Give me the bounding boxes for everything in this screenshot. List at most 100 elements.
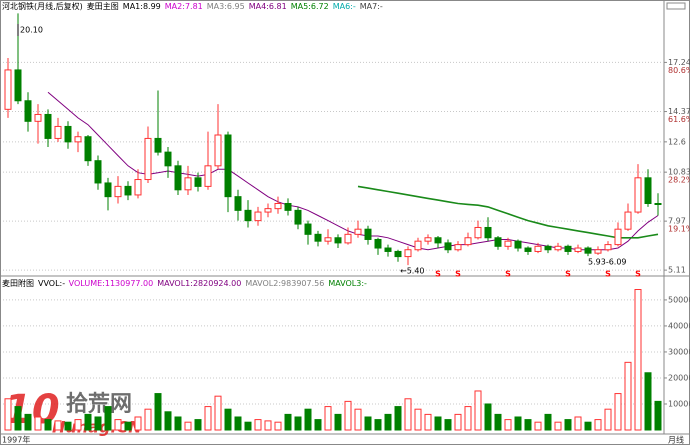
candle-body — [384, 247, 392, 252]
volume-bar — [474, 390, 482, 431]
volume-bar — [504, 419, 512, 431]
volume-bar — [594, 419, 602, 431]
candle-body — [544, 245, 552, 251]
candle-body — [434, 237, 442, 244]
volume-bar — [104, 406, 112, 431]
panel-header: 麦田附图 VVOL:- VOLUME:1130977.00 MAVOL1:282092… — [2, 278, 367, 288]
volume-bar — [84, 413, 92, 431]
candle-body — [264, 208, 272, 213]
candle-body — [534, 245, 542, 252]
y-tick-label: 7.97 — [668, 217, 686, 226]
volume-bar — [444, 419, 452, 431]
candle-body — [444, 242, 452, 251]
volume-bar — [434, 416, 442, 431]
volume-bar — [494, 413, 502, 431]
header-item: VOLUME:1130977.00 — [69, 279, 154, 288]
moving-average — [357, 185, 659, 239]
y-tick-label: 5.11 — [668, 266, 686, 275]
annotation: 20.10 — [20, 26, 43, 35]
candle-body — [584, 247, 592, 254]
candle-body — [654, 203, 662, 206]
candle-body — [14, 69, 22, 102]
header-item: MAVOL2:983907.56 — [245, 279, 324, 288]
candle-body — [174, 165, 182, 191]
volume-bar — [604, 408, 612, 431]
header-item: MA2:7.81 — [165, 2, 203, 11]
candle-body — [74, 136, 82, 143]
candle-body — [274, 203, 282, 210]
candle-body — [224, 134, 232, 198]
candle-body — [494, 237, 502, 247]
header-item: MA1:8.99 — [123, 2, 161, 11]
candle-body — [364, 228, 372, 240]
candle-body — [454, 244, 462, 251]
candle-body — [404, 249, 412, 258]
candle-body — [324, 237, 332, 242]
annotation: 5.93-6.09 — [588, 258, 627, 267]
signal-marker: S — [565, 270, 571, 279]
panel-header: 河北钢铁(月线,后复权) 麦田主图 MA1:8.99 MA2:7.81 MA3:6.95… — [2, 1, 383, 11]
volume-bar — [524, 419, 532, 431]
header-item: MA4:6.81 — [249, 2, 287, 11]
candle-body — [24, 100, 32, 122]
period-label: 月线 — [668, 435, 684, 445]
x-start-label: 1997年 — [2, 435, 30, 445]
candle-body — [504, 240, 512, 247]
candle-body — [134, 179, 142, 196]
candle-body — [254, 211, 262, 222]
candle-body — [34, 113, 42, 122]
y-tick-label: 30000 — [668, 347, 690, 356]
volume-bar — [624, 361, 632, 431]
volume-bar — [194, 419, 202, 431]
candle-body — [484, 226, 492, 239]
y-tick-label: 12.6 — [668, 137, 686, 146]
y-percent-label: 61.6% — [668, 115, 690, 124]
volume-bar — [584, 421, 592, 431]
volume-bar — [544, 413, 552, 431]
candle-body — [114, 185, 122, 198]
volume-bar — [54, 420, 62, 431]
header-item: 麦田主图 — [87, 1, 119, 11]
candle-body — [294, 209, 302, 225]
candle-body — [634, 177, 642, 213]
candle-body — [304, 223, 312, 235]
signal-marker: S — [505, 270, 511, 279]
header-item: MAVOL1:2820924.00 — [157, 279, 241, 288]
candle-body — [204, 165, 212, 187]
volume-bar — [414, 408, 422, 431]
y-percent-label: 19.1% — [668, 225, 690, 234]
volume-bar — [294, 416, 302, 431]
volume-bar — [284, 413, 292, 431]
volume-bar — [554, 421, 562, 431]
panel-button[interactable] — [666, 2, 686, 10]
volume-bar — [334, 413, 342, 431]
y-tick-label: 50000 — [668, 295, 690, 304]
volume-bar — [654, 400, 662, 431]
volume-bar — [74, 419, 82, 431]
candle-body — [624, 211, 632, 230]
candle-body — [574, 247, 582, 252]
volume-bar — [64, 421, 72, 431]
volume-bar — [4, 398, 12, 431]
y-tick-label: 14.37 — [668, 107, 690, 116]
header-item: MA7:- — [360, 2, 383, 11]
header-item: 河北钢铁(月线,后复权) — [2, 1, 83, 11]
candle-body — [154, 137, 162, 153]
candle-body — [424, 237, 432, 242]
volume-bar — [464, 406, 472, 431]
header-item: MA3:6.95 — [207, 2, 245, 11]
volume-bar — [34, 416, 42, 431]
y-percent-label: 80.6% — [668, 66, 690, 75]
volume-bar — [44, 419, 52, 431]
volume-bar — [204, 406, 212, 431]
volume-bar — [224, 408, 232, 431]
candle-body — [124, 185, 132, 196]
header-item: MAVOL3:- — [328, 279, 367, 288]
volume-bar — [24, 413, 32, 431]
volume-bar — [364, 416, 372, 431]
volume-bar — [264, 420, 272, 431]
candle-body — [514, 240, 522, 249]
volume-bar — [314, 419, 322, 431]
header-item: MA6:- — [333, 2, 356, 11]
